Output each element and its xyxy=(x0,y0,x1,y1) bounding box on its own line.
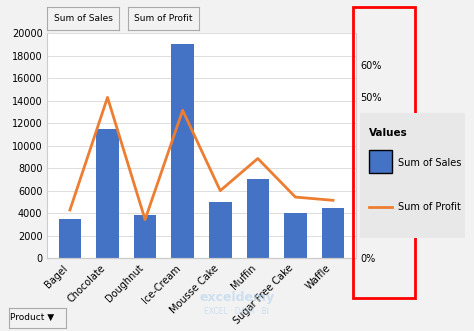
Text: Sum of Profit: Sum of Profit xyxy=(134,14,193,23)
Text: exceldemy: exceldemy xyxy=(200,291,274,305)
Bar xyxy=(172,44,194,258)
Bar xyxy=(134,215,156,258)
Bar xyxy=(59,219,81,258)
Bar xyxy=(322,208,344,258)
Text: Sum of Sales: Sum of Sales xyxy=(54,14,112,23)
Bar xyxy=(284,213,307,258)
Bar xyxy=(96,129,119,258)
FancyBboxPatch shape xyxy=(369,150,392,173)
Bar xyxy=(246,179,269,258)
Text: EXCEL · DATA · BI: EXCEL · DATA · BI xyxy=(204,307,270,316)
Text: Sum of Profit: Sum of Profit xyxy=(398,202,461,212)
Text: Sum of Sales: Sum of Sales xyxy=(398,158,461,168)
Text: Product ▼: Product ▼ xyxy=(10,313,55,322)
Bar xyxy=(209,202,231,258)
Text: Values: Values xyxy=(369,128,407,138)
